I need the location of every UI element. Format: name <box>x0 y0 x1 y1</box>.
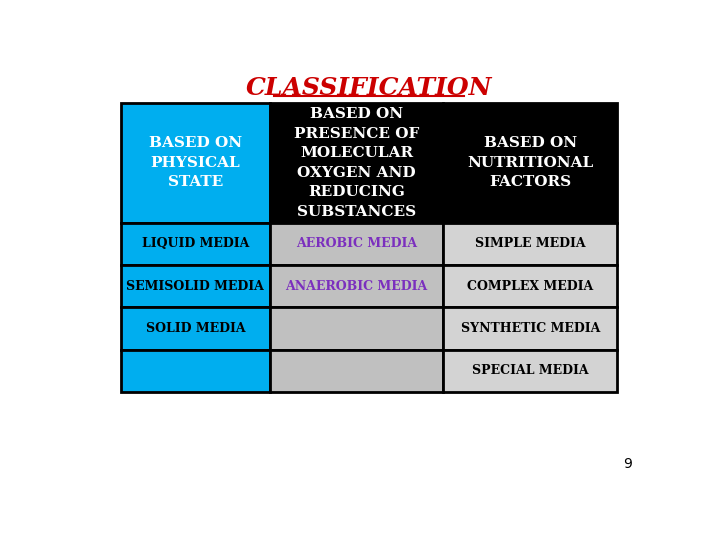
Bar <box>444 222 617 265</box>
Bar <box>121 265 270 307</box>
Bar <box>444 103 617 222</box>
Text: BASED ON
PHYSICAL
STATE: BASED ON PHYSICAL STATE <box>149 137 242 190</box>
Text: LIQUID MEDIA: LIQUID MEDIA <box>142 237 249 251</box>
Bar <box>270 307 444 350</box>
Text: SPECIAL MEDIA: SPECIAL MEDIA <box>472 364 588 377</box>
Bar <box>121 350 270 392</box>
Bar <box>444 265 617 307</box>
Text: SOLID MEDIA: SOLID MEDIA <box>145 322 246 335</box>
Bar <box>121 222 270 265</box>
Bar <box>270 103 444 222</box>
Text: SEMISOLID MEDIA: SEMISOLID MEDIA <box>127 280 264 293</box>
Text: SIMPLE MEDIA: SIMPLE MEDIA <box>475 237 585 251</box>
Text: ANAEROBIC MEDIA: ANAEROBIC MEDIA <box>285 280 428 293</box>
Text: AEROBIC MEDIA: AEROBIC MEDIA <box>296 237 417 251</box>
Bar <box>444 307 617 350</box>
Bar <box>270 350 444 392</box>
Bar <box>121 307 270 350</box>
Bar <box>121 103 270 222</box>
Text: COMPLEX MEDIA: COMPLEX MEDIA <box>467 280 593 293</box>
Text: BASED ON
PRESENCE OF
MOLECULAR
OXYGEN AND
REDUCING
SUBSTANCES: BASED ON PRESENCE OF MOLECULAR OXYGEN AN… <box>294 107 419 219</box>
Text: SYNTHETIC MEDIA: SYNTHETIC MEDIA <box>461 322 600 335</box>
Text: 9: 9 <box>624 457 632 471</box>
Bar <box>270 222 444 265</box>
Bar <box>444 350 617 392</box>
Text: BASED ON
NUTRITIONAL
FACTORS: BASED ON NUTRITIONAL FACTORS <box>467 137 593 190</box>
Bar <box>270 265 444 307</box>
Text: CLASSIFICATION: CLASSIFICATION <box>246 76 492 100</box>
